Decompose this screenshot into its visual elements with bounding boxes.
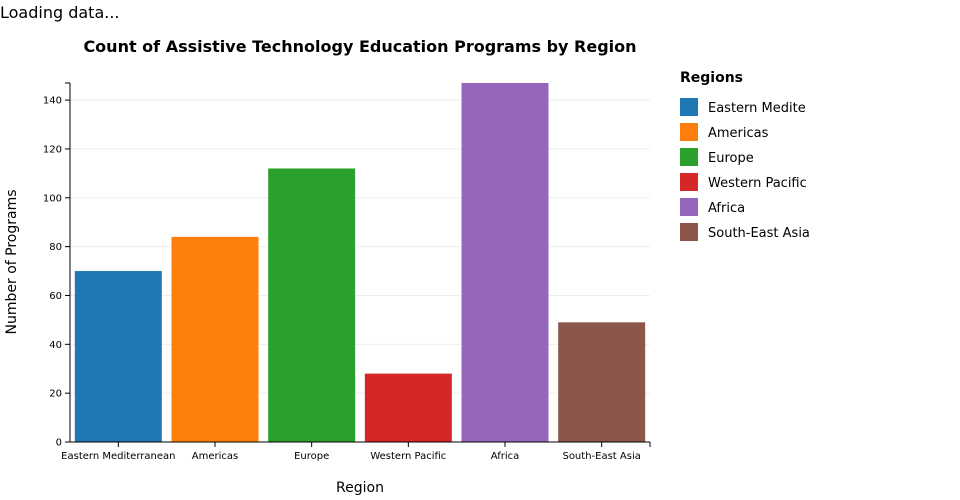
y-tick-label: 100	[43, 193, 62, 204]
bar-western-pacific	[364, 373, 452, 442]
y-tick-label: 0	[56, 438, 62, 449]
legend-title: Regions	[680, 70, 743, 86]
x-tick-labels: Eastern Mediterranean Americas Europe Weste…	[61, 451, 641, 462]
x-tick-label: Americas	[192, 451, 238, 462]
y-axis-title: Number of Programs	[4, 190, 20, 335]
y-tick-label: 40	[49, 340, 62, 351]
x-axis-title: Region	[336, 480, 384, 496]
y-tick-label: 120	[43, 144, 62, 155]
legend-swatch	[680, 198, 698, 216]
bar-eastern-mediterranean	[74, 271, 162, 442]
y-tick-label: 140	[43, 96, 62, 107]
y-tick-label: 80	[49, 242, 62, 253]
bar-americas	[171, 236, 259, 442]
legend-label: Eastern Medite	[708, 101, 806, 116]
bar-africa	[461, 83, 549, 442]
y-tick-label: 60	[49, 291, 62, 302]
chart-title: Count of Assistive Technology Education …	[83, 37, 636, 56]
y-tick-label: 20	[49, 389, 62, 400]
bar-europe	[268, 168, 356, 442]
legend: Regions Eastern Medite Americas Europe West…	[680, 70, 810, 241]
legend-swatch	[680, 98, 698, 116]
legend-label: Americas	[708, 126, 769, 141]
grid-lines	[70, 99, 650, 394]
bars	[74, 83, 646, 442]
legend-swatch	[680, 173, 698, 191]
bar-south-east-asia	[558, 322, 646, 442]
legend-items: Eastern Medite Americas Europe Western Paci…	[680, 98, 810, 241]
legend-swatch	[680, 223, 698, 241]
x-tick-label: Africa	[491, 451, 520, 462]
axes	[65, 82, 651, 447]
legend-swatch	[680, 148, 698, 166]
loading-status: Loading data...	[0, 3, 120, 22]
legend-label: Africa	[708, 201, 745, 216]
x-tick-label: Eastern Mediterranean	[61, 451, 175, 462]
x-tick-label: Western Pacific	[370, 451, 446, 462]
legend-swatch	[680, 123, 698, 141]
legend-label: Europe	[708, 151, 754, 166]
y-tick-labels: 0 20 40 60 80 100 120 140	[43, 96, 62, 449]
legend-label: Western Pacific	[708, 176, 807, 191]
x-tick-label: South-East Asia	[562, 451, 640, 462]
x-tick-label: Europe	[294, 451, 329, 462]
legend-label: South-East Asia	[708, 226, 810, 241]
